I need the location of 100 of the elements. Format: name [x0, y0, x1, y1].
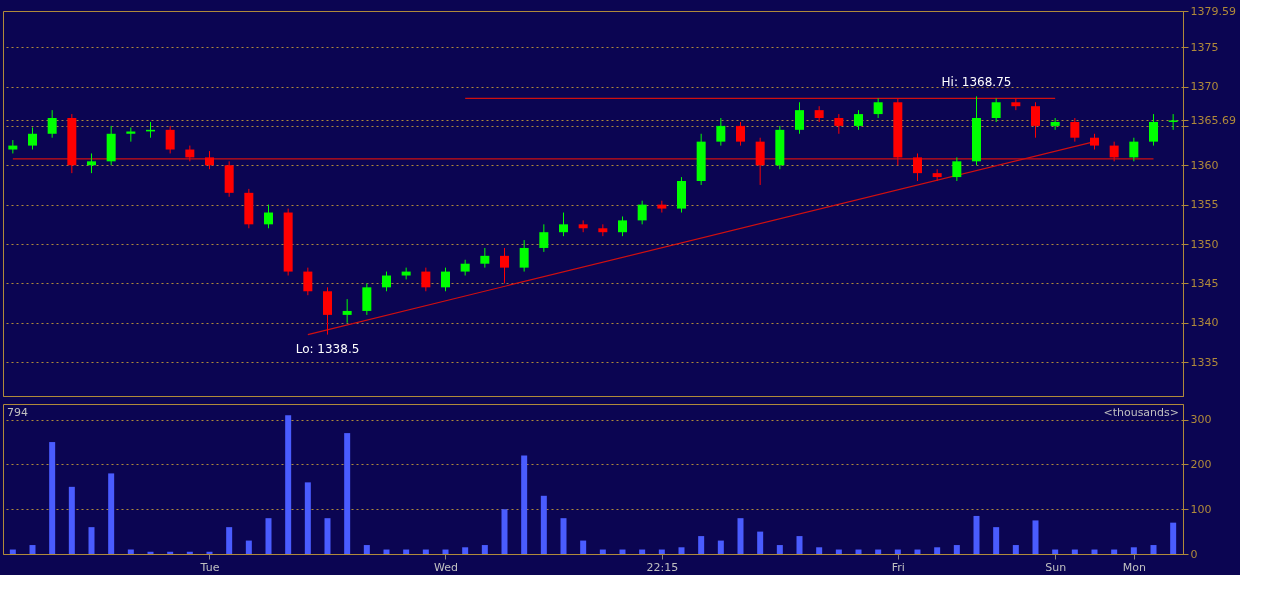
annotation: Hi: 1368.75: [941, 75, 1012, 90]
annotation: <thousands>: [1103, 406, 1179, 419]
bar: [304, 482, 311, 554]
bar: [206, 551, 213, 554]
bar: [167, 551, 174, 554]
bar: [678, 547, 685, 554]
candlestick: [87, 152, 96, 174]
x-tick-label: Sun: [1045, 560, 1067, 574]
candlestick: [1070, 117, 1080, 143]
candlestick: [637, 200, 647, 225]
y-tick-label: 1345: [1190, 276, 1219, 290]
bar: [717, 540, 724, 554]
bar: [521, 455, 528, 554]
candlestick: [952, 156, 962, 182]
candlestick: [559, 212, 568, 237]
y-tick-label: 200: [1190, 457, 1212, 471]
candlestick: [500, 247, 509, 284]
candlestick: [1129, 137, 1139, 162]
bar: [108, 473, 115, 554]
bar: [501, 509, 508, 554]
candlestick: [47, 109, 57, 139]
y-tick-label: 300: [1190, 413, 1212, 427]
candlestick: [323, 286, 332, 336]
bar: [147, 551, 154, 554]
y-tick-label: 1375: [1190, 40, 1219, 54]
bar: [737, 518, 744, 554]
bar: [88, 527, 95, 554]
candlestick: [716, 117, 726, 147]
bar: [462, 547, 469, 554]
candlestick: [834, 113, 844, 135]
bar: [68, 486, 75, 554]
bar: [324, 518, 331, 554]
candlestick: [1031, 101, 1040, 139]
y-tick-label: 1365.69: [1190, 113, 1236, 127]
candlestick: [165, 125, 175, 154]
candlestick: [342, 298, 352, 324]
candlestick: [480, 247, 490, 269]
x-tick-label: 22:15: [646, 560, 679, 574]
candlestick: [913, 152, 922, 182]
bar: [993, 527, 1000, 554]
y-tick-label: 1350: [1190, 237, 1219, 251]
bar: [226, 527, 233, 554]
candlestick: [755, 137, 765, 186]
y-tick-label: 1379.59: [1190, 4, 1236, 18]
bar: [363, 545, 370, 554]
bar: [757, 531, 764, 554]
bar: [245, 540, 252, 554]
candlestick: [519, 239, 529, 273]
bar: [776, 545, 783, 554]
candlestick: [991, 97, 1001, 123]
bar: [1032, 520, 1039, 554]
candlestick: [382, 271, 391, 292]
candlestick: [28, 126, 37, 151]
candlestick: [1149, 113, 1158, 147]
bar: [1130, 547, 1137, 554]
bar: [698, 536, 705, 554]
bar: [934, 547, 941, 554]
bar: [816, 547, 823, 554]
bar: [265, 518, 272, 554]
y-tick-label: 1340: [1190, 316, 1219, 330]
bar: [796, 536, 803, 554]
candlestick: [795, 101, 804, 135]
candlestick: [539, 223, 549, 253]
bar: [344, 433, 351, 554]
y-tick-label: 1335: [1190, 355, 1219, 369]
bar: [560, 518, 567, 554]
candlestick: [1109, 141, 1119, 162]
x-tick-label: Fri: [891, 560, 905, 574]
candlestick: [736, 121, 745, 147]
x-tick-label: Tue: [199, 560, 220, 574]
y-tick-label: 1370: [1190, 80, 1219, 94]
bar: [186, 551, 193, 554]
annotation: 794: [7, 406, 28, 419]
candlestick: [441, 267, 450, 292]
bar: [285, 415, 292, 554]
annotation: Lo: 1338.5: [295, 341, 360, 356]
bar: [953, 545, 960, 554]
bar: [580, 540, 587, 554]
x-tick-label: Wed: [434, 560, 458, 574]
y-tick-label: 1355: [1190, 198, 1219, 212]
bar: [973, 515, 980, 554]
candlestick: [303, 267, 313, 296]
candlestick: [854, 109, 863, 131]
bar: [481, 545, 488, 554]
bar: [1012, 545, 1019, 554]
y-tick-label: 1360: [1190, 158, 1219, 172]
bar: [540, 495, 547, 554]
candlestick: [264, 204, 273, 229]
candlestick: [421, 267, 431, 292]
y-tick-label: 100: [1190, 502, 1212, 516]
candlestick: [618, 215, 627, 237]
x-tick-label: Mon: [1122, 560, 1146, 574]
bar: [1150, 545, 1157, 554]
y-tick-label: 0: [1190, 547, 1198, 561]
bar: [1170, 522, 1177, 554]
candlestick: [362, 282, 372, 316]
candlestick: [873, 97, 883, 119]
bar: [29, 545, 36, 554]
candlestick: [205, 150, 214, 170]
bar: [49, 442, 56, 554]
